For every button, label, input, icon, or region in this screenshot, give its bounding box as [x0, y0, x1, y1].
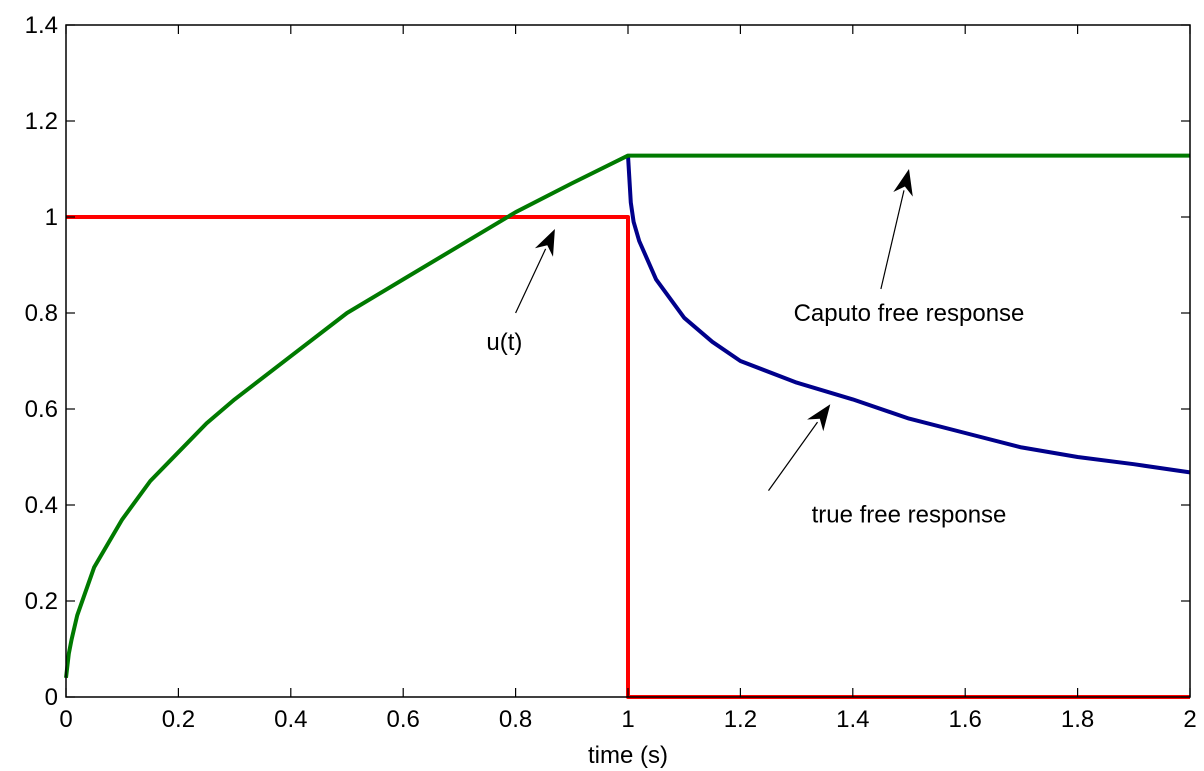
- y-tick-label: 0.4: [25, 492, 58, 519]
- x-tick-label: 1.6: [949, 706, 982, 733]
- x-tick-label: 0.2: [162, 706, 195, 733]
- x-tick-label: 1.4: [836, 706, 869, 733]
- x-ticks: 0 0.2 0.4 0.6 0.8 1 1.2 1.4 1.6 1.8 2: [59, 25, 1197, 733]
- series-line-1: [626, 155, 1191, 475]
- x-tick-label: 1.8: [1061, 706, 1094, 733]
- y-tick-label: 0.8: [25, 300, 58, 327]
- y-tick-label: 0.6: [25, 396, 58, 423]
- annotation-arrow-head: [807, 404, 831, 432]
- x-axis-label: time (s): [588, 742, 668, 769]
- annotation-arrow-shaft: [515, 248, 547, 314]
- y-tick-label: 1.4: [25, 12, 58, 39]
- annotation-layer: u(t) Caputo free response true free respon…: [486, 169, 1024, 529]
- x-tick-label: 1: [621, 706, 634, 733]
- annotation-arrow-shaft: [880, 190, 905, 290]
- y-tick-label: 0: [45, 684, 58, 711]
- y-tick-label: 1: [45, 204, 58, 231]
- annotation-label: true free response: [812, 502, 1007, 529]
- y-tick-label: 1.2: [25, 108, 58, 135]
- annotation-label: u(t): [486, 329, 522, 356]
- y-ticks: 0 0.2 0.4 0.6 0.8 1 1.2 1.4: [25, 12, 1190, 711]
- x-tick-label: 2: [1183, 706, 1196, 733]
- series-line-2: [64, 153, 1190, 679]
- annotation-arrow-head: [893, 169, 913, 197]
- x-tick-label: 0: [59, 706, 72, 733]
- x-tick-label: 0.8: [499, 706, 532, 733]
- annotation-arrow-shaft: [768, 421, 819, 491]
- y-tick-label: 0.2: [25, 588, 58, 615]
- x-tick-label: 0.6: [387, 706, 420, 733]
- x-tick-label: 1.2: [724, 706, 757, 733]
- annotation-arrow-head: [534, 229, 555, 257]
- annotation-label: Caputo free response: [794, 300, 1025, 327]
- x-tick-label: 0.4: [274, 706, 307, 733]
